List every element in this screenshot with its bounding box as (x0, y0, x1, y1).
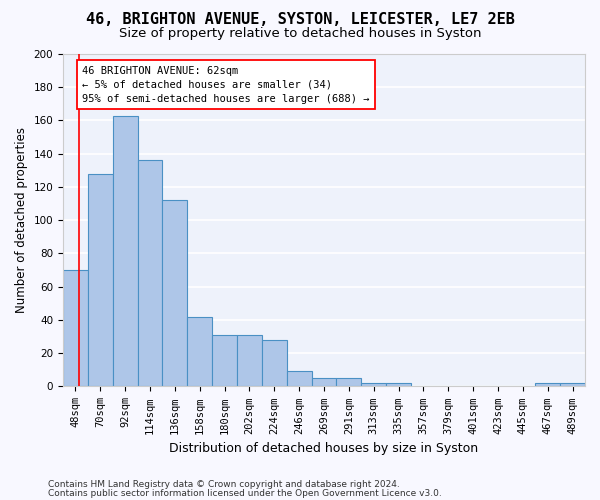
Text: Contains HM Land Registry data © Crown copyright and database right 2024.: Contains HM Land Registry data © Crown c… (48, 480, 400, 489)
Text: 46, BRIGHTON AVENUE, SYSTON, LEICESTER, LE7 2EB: 46, BRIGHTON AVENUE, SYSTON, LEICESTER, … (86, 12, 514, 28)
Bar (337, 378, 361, 386)
Bar (187, 316, 212, 386)
Text: Contains public sector information licensed under the Open Government Licence v3: Contains public sector information licen… (48, 488, 442, 498)
Bar (113, 116, 137, 386)
Bar (287, 372, 311, 386)
Bar (237, 335, 262, 386)
Bar (262, 340, 287, 386)
Text: Size of property relative to detached houses in Syston: Size of property relative to detached ho… (119, 28, 481, 40)
Bar (560, 383, 585, 386)
Y-axis label: Number of detached properties: Number of detached properties (15, 127, 28, 313)
Bar (311, 378, 337, 386)
Bar (163, 200, 187, 386)
X-axis label: Distribution of detached houses by size in Syston: Distribution of detached houses by size … (169, 442, 479, 455)
Bar (88, 174, 113, 386)
Bar (361, 383, 386, 386)
Bar (63, 270, 88, 386)
Bar (386, 383, 411, 386)
Text: 46 BRIGHTON AVENUE: 62sqm
← 5% of detached houses are smaller (34)
95% of semi-d: 46 BRIGHTON AVENUE: 62sqm ← 5% of detach… (82, 66, 370, 104)
Bar (212, 335, 237, 386)
Bar (137, 160, 163, 386)
Bar (535, 383, 560, 386)
